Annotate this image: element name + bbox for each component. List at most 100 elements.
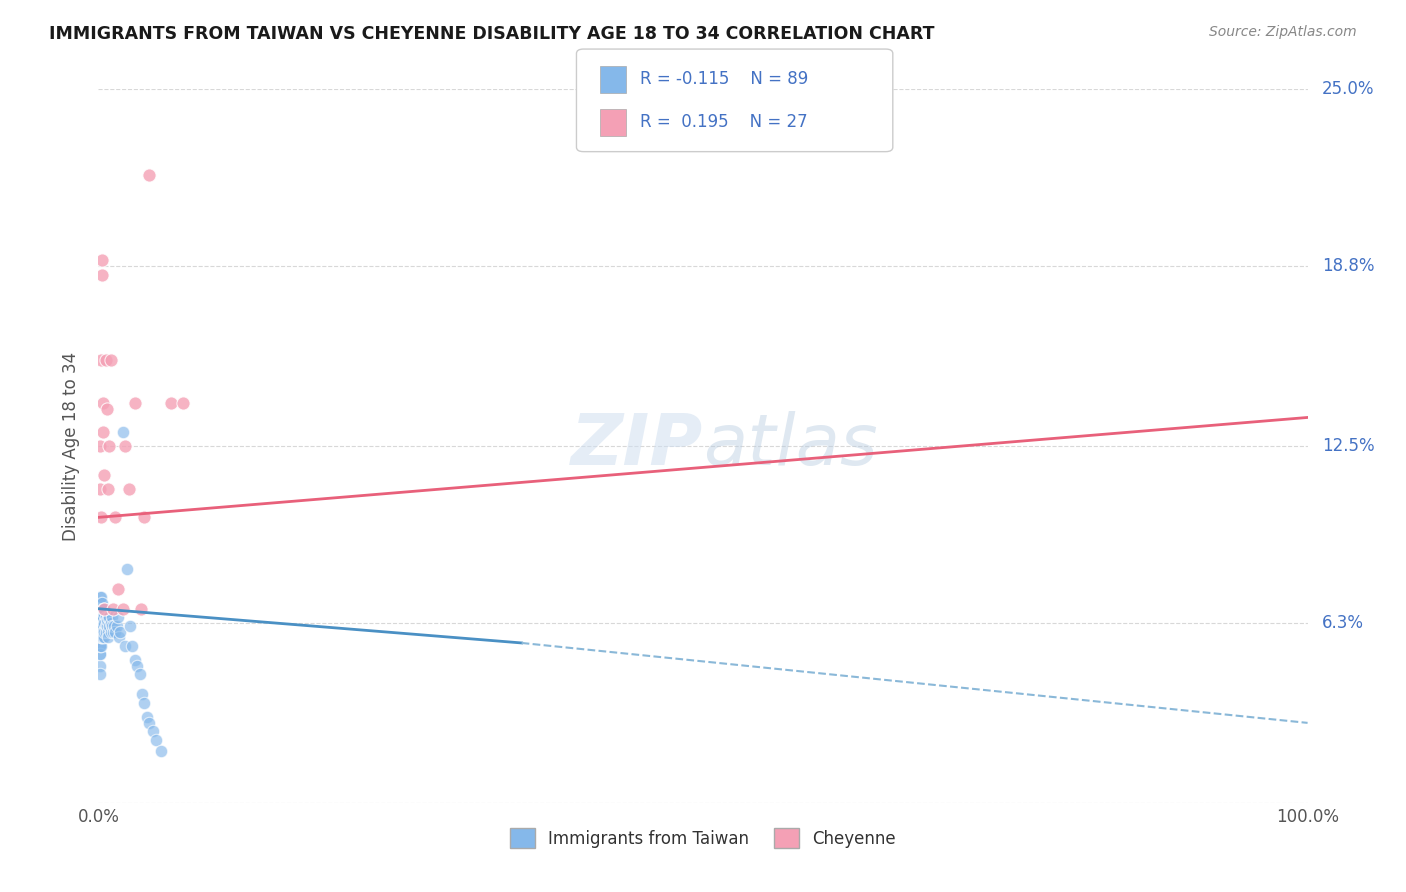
Point: [124, 653, 146, 667]
Point: [91, 596, 114, 610]
Point: [108, 624, 131, 639]
Point: [93, 601, 115, 615]
Point: [91, 630, 114, 644]
Point: [101, 624, 124, 639]
Point: [91, 619, 114, 633]
Point: [96, 401, 118, 416]
Point: [89, 630, 111, 644]
Point: [89, 619, 111, 633]
Point: [97, 482, 120, 496]
Text: 25.0%: 25.0%: [1322, 80, 1375, 98]
Point: [91, 601, 114, 615]
Point: [114, 639, 136, 653]
Point: [91, 425, 114, 439]
Point: [90, 596, 112, 610]
Point: [107, 610, 129, 624]
Point: [91, 619, 114, 633]
Point: [93, 601, 115, 615]
Point: [114, 439, 136, 453]
Point: [91, 624, 114, 639]
Text: atlas: atlas: [703, 411, 877, 481]
Point: [91, 396, 114, 410]
Point: [93, 630, 115, 644]
Text: IMMIGRANTS FROM TAIWAN VS CHEYENNE DISABILITY AGE 18 TO 34 CORRELATION CHART: IMMIGRANTS FROM TAIWAN VS CHEYENNE DISAB…: [49, 25, 935, 43]
Point: [97, 624, 120, 639]
Point: [89, 601, 111, 615]
Point: [107, 582, 129, 596]
Point: [89, 624, 111, 639]
Point: [89, 601, 111, 615]
Point: [89, 591, 111, 605]
Point: [93, 624, 115, 639]
Point: [89, 667, 111, 681]
Point: [108, 630, 131, 644]
Point: [89, 639, 111, 653]
Point: [89, 439, 111, 453]
Point: [89, 639, 111, 653]
Point: [91, 624, 114, 639]
Point: [104, 510, 127, 524]
Point: [118, 619, 141, 633]
Point: [94, 610, 117, 624]
Point: [89, 630, 111, 644]
Point: [90, 601, 112, 615]
Point: [91, 610, 114, 624]
Point: [89, 648, 111, 662]
Point: [100, 624, 122, 639]
Point: [89, 658, 111, 673]
Point: [94, 353, 117, 368]
Point: [89, 613, 111, 627]
Point: [134, 696, 156, 710]
Point: [96, 613, 118, 627]
Text: Source: ZipAtlas.com: Source: ZipAtlas.com: [1209, 25, 1357, 39]
Point: [117, 562, 139, 576]
Point: [124, 396, 146, 410]
Point: [97, 630, 120, 644]
Point: [91, 610, 114, 624]
Point: [90, 610, 112, 624]
Point: [93, 615, 115, 630]
Point: [90, 624, 112, 639]
Point: [93, 607, 115, 622]
Point: [97, 610, 120, 624]
Text: R = -0.115    N = 89: R = -0.115 N = 89: [640, 70, 808, 87]
Point: [90, 615, 112, 630]
Point: [100, 353, 122, 368]
Point: [90, 624, 112, 639]
Point: [89, 619, 111, 633]
Point: [91, 619, 114, 633]
Point: [98, 610, 121, 624]
Point: [89, 630, 111, 644]
Point: [91, 630, 114, 644]
Point: [96, 619, 118, 633]
Text: ZIP: ZIP: [571, 411, 703, 481]
Point: [89, 648, 111, 662]
Point: [91, 268, 114, 282]
Point: [89, 482, 111, 496]
Point: [100, 610, 122, 624]
Y-axis label: Disability Age 18 to 34: Disability Age 18 to 34: [62, 351, 80, 541]
Text: 12.5%: 12.5%: [1322, 437, 1375, 455]
Point: [90, 353, 112, 368]
Text: R =  0.195    N = 27: R = 0.195 N = 27: [640, 113, 807, 131]
Point: [142, 724, 165, 739]
Point: [90, 630, 112, 644]
Point: [90, 591, 112, 605]
Point: [93, 467, 115, 482]
Point: [89, 610, 111, 624]
Point: [101, 601, 124, 615]
Point: [91, 253, 114, 268]
Point: [90, 510, 112, 524]
Point: [129, 601, 152, 615]
Point: [150, 744, 173, 758]
Point: [98, 439, 121, 453]
Point: [90, 619, 112, 633]
Point: [128, 667, 150, 681]
Point: [104, 624, 127, 639]
Point: [131, 687, 153, 701]
Point: [145, 733, 167, 747]
Point: [160, 396, 183, 410]
Point: [98, 619, 121, 633]
Point: [100, 615, 122, 630]
Point: [103, 619, 125, 633]
